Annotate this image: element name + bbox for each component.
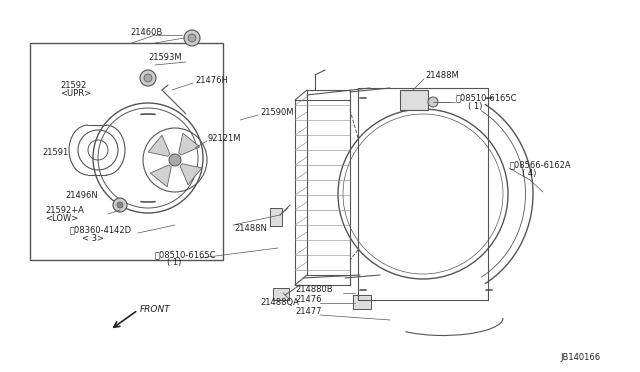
Text: Ⓝ08510-6165C: Ⓝ08510-6165C: [155, 250, 216, 260]
Text: 21488QA: 21488QA: [260, 298, 299, 307]
Text: 21476H: 21476H: [195, 76, 228, 84]
Text: 214880B: 214880B: [295, 285, 333, 295]
Bar: [353, 295, 371, 309]
Text: 21592+A: 21592+A: [45, 205, 84, 215]
Text: 21488M: 21488M: [425, 71, 459, 80]
Text: ( 1): ( 1): [167, 259, 181, 267]
Text: FRONT: FRONT: [140, 305, 171, 314]
Circle shape: [117, 202, 123, 208]
Text: <UPR>: <UPR>: [60, 89, 91, 97]
Text: <LOW>: <LOW>: [45, 214, 78, 222]
Text: 21590M: 21590M: [260, 108, 294, 116]
Text: ( 1): ( 1): [468, 102, 483, 110]
Text: 21477: 21477: [295, 308, 321, 317]
Circle shape: [140, 70, 156, 86]
Text: 21592: 21592: [60, 80, 86, 90]
Bar: [270, 208, 282, 226]
Text: Ⓝ08360-4142D: Ⓝ08360-4142D: [70, 225, 132, 234]
Circle shape: [184, 30, 200, 46]
Text: < 3>: < 3>: [82, 234, 104, 243]
Text: 21488N: 21488N: [234, 224, 267, 232]
Circle shape: [188, 34, 196, 42]
Circle shape: [144, 74, 152, 82]
Text: Ⓝ08510-6165C: Ⓝ08510-6165C: [456, 93, 518, 103]
Text: Ⓝ08566-6162A: Ⓝ08566-6162A: [510, 160, 572, 170]
Text: JB140166: JB140166: [560, 353, 600, 362]
Text: 21591: 21591: [42, 148, 68, 157]
Text: ( 4): ( 4): [522, 169, 536, 177]
Bar: [30, 43, 223, 260]
Polygon shape: [180, 164, 202, 185]
Bar: [400, 90, 428, 110]
Circle shape: [169, 154, 181, 166]
Bar: [273, 288, 289, 300]
Text: 21496N: 21496N: [65, 190, 98, 199]
Polygon shape: [179, 133, 200, 155]
Text: 21593M: 21593M: [148, 52, 182, 61]
Circle shape: [113, 198, 127, 212]
Text: 21476: 21476: [295, 295, 321, 305]
Polygon shape: [150, 165, 172, 187]
Polygon shape: [148, 135, 170, 156]
Text: 92121M: 92121M: [208, 134, 241, 142]
Text: 21460B: 21460B: [130, 28, 163, 36]
Circle shape: [428, 97, 438, 107]
